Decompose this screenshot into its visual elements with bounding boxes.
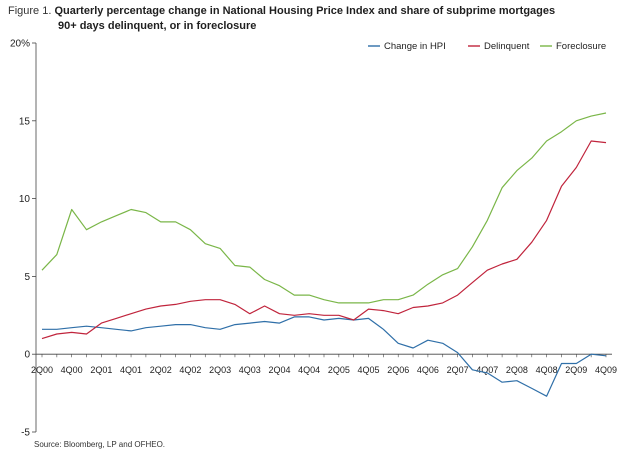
x-tick-label: 2Q08	[506, 365, 528, 375]
y-tick-label: 0	[24, 350, 30, 361]
x-tick-label: 2Q04	[268, 365, 290, 375]
chart-title: Quarterly percentage change in National …	[54, 5, 556, 17]
x-tick-label: 4Q04	[298, 365, 320, 375]
x-tick-label: 2Q00	[31, 365, 53, 375]
x-tick-label: 4Q09	[595, 365, 617, 375]
x-tick-label: 4Q01	[120, 365, 142, 375]
figure-label: Figure 1.	[8, 5, 52, 17]
series-line-delinquent	[41, 140, 607, 340]
chart-series	[41, 112, 607, 397]
x-tick-label: 4Q05	[358, 365, 380, 375]
x-tick-label: 2Q02	[150, 365, 172, 375]
legend-label: Delinquent	[484, 41, 530, 52]
x-tick-label: 2Q09	[565, 365, 587, 375]
y-tick-label: 15	[19, 116, 31, 127]
chart-axes: -5 0 5 10 15 20% 2Q00 4Q00 2Q01 4Q01 2Q02 4Q02 2Q03 4…	[10, 39, 617, 439]
x-tick-label: 2Q05	[328, 365, 350, 375]
x-tick-label: 4Q06	[417, 365, 439, 375]
x-tick-label: 2Q06	[387, 365, 409, 375]
x-tick-label: 4Q07	[476, 365, 498, 375]
y-tick-label: 5	[24, 272, 30, 283]
x-tick-label: 4Q02	[179, 365, 201, 375]
x-tick-label: 4Q00	[61, 365, 83, 375]
x-tick-label: 2Q01	[90, 365, 112, 375]
chart-subtitle: 90+ days delinquent, or in foreclosure	[58, 20, 257, 32]
legend-label: Change in HPI	[384, 41, 446, 52]
chart-legend: Change in HPI Delinquent Foreclosure	[368, 41, 606, 52]
chart-title-block: Figure 1. Quarterly percentage change in…	[8, 4, 618, 34]
legend-label: Foreclosure	[556, 41, 606, 52]
y-tick-label: 10	[19, 194, 31, 205]
series-line-change-in-hpi	[42, 316, 607, 397]
source-note: Source: Bloomberg, LP and OFHEO.	[34, 440, 166, 449]
x-tick-label: 2Q03	[209, 365, 231, 375]
x-tick-label: 2Q07	[447, 365, 469, 375]
x-tick-label: 4Q08	[536, 365, 558, 375]
y-tick-label: 20%	[10, 39, 30, 50]
series-line-foreclosure	[41, 112, 607, 304]
y-tick-label: -5	[21, 428, 30, 439]
x-tick-label: 4Q03	[239, 365, 261, 375]
